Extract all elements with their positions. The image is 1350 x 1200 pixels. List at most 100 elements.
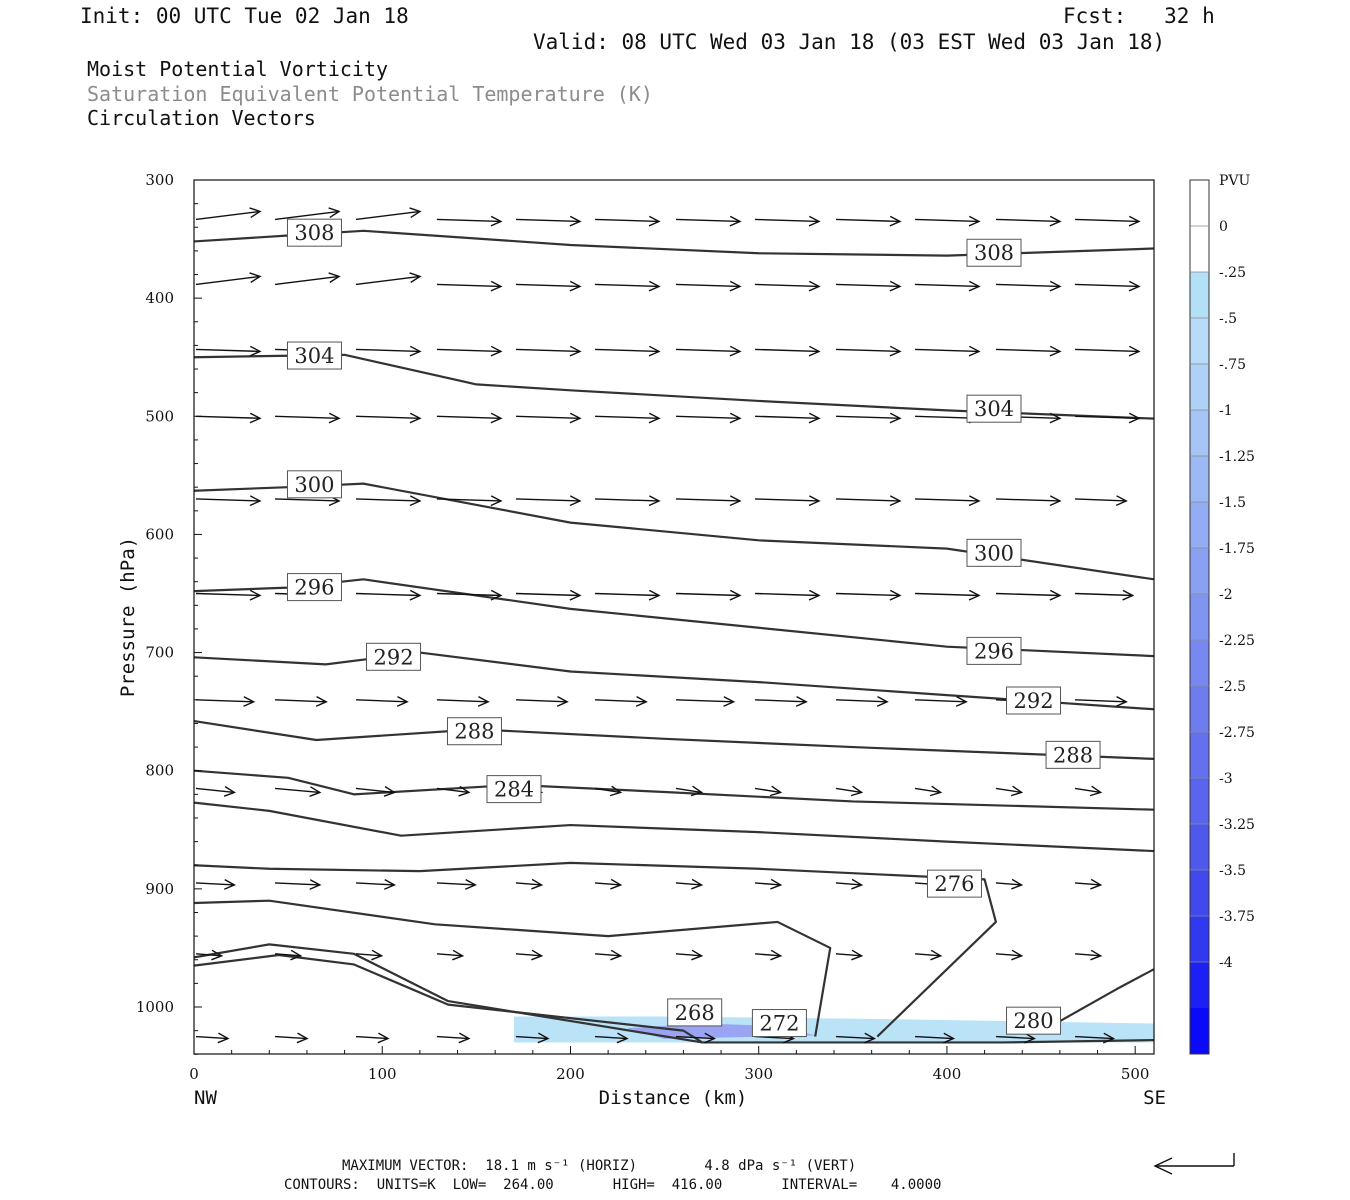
vector-shaft (595, 283, 660, 288)
vector-head (723, 696, 736, 707)
vector-shaft (835, 592, 901, 597)
vector-shaft (275, 1035, 308, 1040)
vector-shaft (195, 787, 235, 794)
vector-shaft (755, 953, 781, 957)
vector-shaft (835, 787, 862, 794)
colorbar-tick-label: -3.25 (1219, 817, 1255, 833)
y-tick-label: 300 (145, 171, 174, 189)
circulation-vector (1075, 495, 1128, 507)
vector-shaft (755, 699, 807, 703)
circulation-vector (274, 786, 322, 797)
contour-label-280: 280 (1006, 1006, 1062, 1035)
circulation-vector (995, 495, 1062, 507)
circulation-vector (835, 345, 902, 357)
circulation-vectors (195, 207, 1141, 1044)
legend-mpv: Moist Potential Vorticity (87, 57, 389, 81)
vector-head (1115, 696, 1128, 707)
vector-shaft (1075, 592, 1133, 597)
circulation-vector (436, 215, 503, 227)
colorbar-swatch (1190, 640, 1209, 687)
vector-head (211, 949, 224, 961)
vector-shaft (1075, 348, 1140, 353)
vector-shaft (755, 592, 820, 597)
x-tick-label: 500 (1121, 1065, 1150, 1083)
vector-head (729, 412, 742, 424)
circulation-vector (675, 215, 742, 227)
vector-shaft (355, 210, 421, 221)
contour-label-box (286, 470, 342, 499)
contour-labels: 308 308 304 304 300 300 296 296 292 292 288 288 284 2… (286, 218, 1101, 1038)
colorbar-tick-label: -2.75 (1219, 725, 1255, 741)
colorbar-swatch (1190, 226, 1209, 273)
theta-contour-276 (193, 861, 997, 1038)
vector-shaft (195, 498, 261, 502)
vector-shaft (835, 1035, 875, 1040)
vector-head (610, 878, 623, 890)
vector-head (490, 412, 503, 424)
vector-shaft (275, 498, 340, 502)
circulation-vector (355, 949, 384, 961)
vector-shaft (195, 275, 261, 286)
vector-head (477, 696, 490, 707)
vector-head (691, 949, 704, 961)
circulation-vector (355, 207, 422, 221)
vector-head (409, 412, 422, 424)
circulation-vector (355, 1032, 390, 1044)
vector-shaft (995, 498, 1061, 502)
circulation-vector (436, 280, 503, 292)
vector-shaft (515, 953, 542, 957)
vector-head (729, 345, 742, 357)
circulation-vector (515, 589, 582, 601)
vector-head (1049, 345, 1062, 357)
circulation-vector (515, 696, 569, 707)
vector-shaft (835, 283, 901, 288)
x-tick-label: 300 (744, 1065, 773, 1083)
vector-head (569, 589, 582, 601)
vector-head (1122, 589, 1135, 601)
contour-label-text: 296 (294, 576, 334, 600)
vector-shaft (195, 348, 261, 353)
vector-shaft (355, 1035, 389, 1040)
vector-shaft (995, 882, 1022, 886)
vector-head (409, 495, 422, 507)
circulation-vector (835, 215, 902, 227)
vector-head (1049, 215, 1062, 227)
vector-shaft (594, 787, 621, 794)
vector-head (249, 589, 262, 601)
vector-shaft (675, 882, 702, 886)
vector-head (795, 696, 808, 707)
vector-shaft (515, 592, 581, 597)
circulation-vector (915, 949, 943, 961)
vector-head (648, 345, 661, 357)
vector-head (851, 949, 864, 961)
circulation-vector (195, 345, 262, 357)
circulation-vector (515, 280, 582, 292)
contour-label-268: 268 (667, 998, 723, 1027)
theta-contour-304 (193, 353, 1155, 420)
circulation-vector (675, 280, 742, 292)
vector-shaft (595, 415, 660, 419)
circulation-vector (436, 1032, 471, 1044)
vector-shaft (675, 415, 741, 419)
vector-head (729, 495, 742, 507)
vector-head (1103, 1032, 1116, 1044)
vector-shaft (835, 348, 901, 353)
contour-label-box (751, 1009, 807, 1038)
x-tick-label: 0 (189, 1065, 199, 1083)
circulation-vector (355, 589, 422, 601)
vector-head (1049, 589, 1062, 601)
circulation-vector (835, 589, 902, 601)
vector-head (243, 696, 256, 707)
vector-shaft (355, 787, 395, 794)
vector-shaft (915, 592, 980, 597)
circulation-vector (195, 412, 262, 424)
circulation-vector (835, 696, 889, 707)
vector-head (648, 589, 661, 601)
circulation-vector (755, 215, 821, 227)
theta-contour-unlabeled (193, 899, 832, 1037)
x-tick-label: 100 (368, 1065, 397, 1083)
circulation-vector (595, 412, 661, 424)
circulation-vector (436, 589, 503, 601)
circulation-vector (195, 786, 237, 797)
forecast-hour-label: Fcst: 32 h (1063, 4, 1215, 28)
